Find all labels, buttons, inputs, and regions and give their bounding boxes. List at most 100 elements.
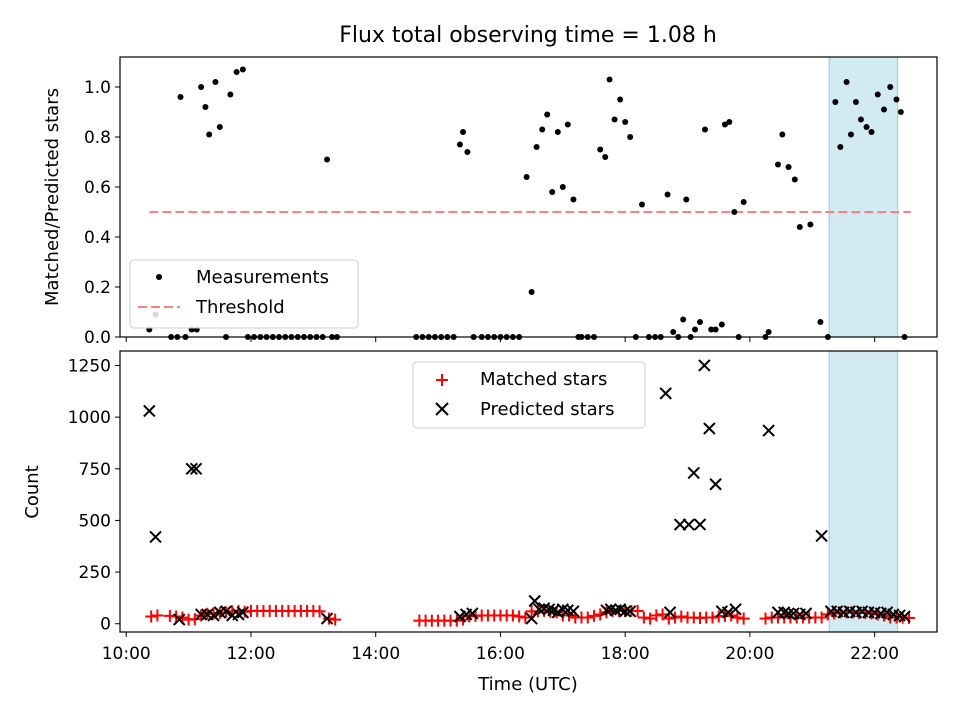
predicted-stars-point <box>729 603 742 616</box>
measurement-point <box>863 124 870 130</box>
matched-stars-point <box>594 608 607 621</box>
x-stroke-b <box>893 609 906 622</box>
measurement-point <box>887 84 894 90</box>
x-stroke-b <box>787 607 800 620</box>
measurement-point <box>726 119 733 125</box>
predicted-stars-point <box>207 609 220 622</box>
matched-stars-point <box>759 612 772 625</box>
x-stroke-b <box>703 422 716 435</box>
x-stroke-b <box>547 604 560 617</box>
measurement-point <box>202 104 209 110</box>
measurement-point <box>227 91 234 98</box>
x-stroke-b <box>173 613 186 626</box>
matched-stars-point <box>675 610 688 623</box>
x-stroke-b <box>898 610 911 623</box>
measurement-point <box>622 119 629 125</box>
measurement-point <box>597 146 604 153</box>
x-stroke-b <box>729 603 742 616</box>
x-stroke-b <box>687 466 700 480</box>
x-stroke-b <box>663 606 677 619</box>
y-tick-label: 0.4 <box>84 228 111 248</box>
matched-stars-point <box>506 609 519 622</box>
measurement-point <box>817 319 824 325</box>
predicted-stars-point <box>236 606 250 619</box>
x-stroke-b <box>320 612 334 625</box>
matched-stars-point <box>631 604 644 617</box>
measurement-point <box>460 129 467 135</box>
x-stroke-b <box>201 608 214 621</box>
y-tick-label: 1250 <box>68 356 111 376</box>
predicted-stars-point <box>898 610 911 623</box>
matched-stars-point <box>329 613 342 626</box>
shaded-span <box>828 56 899 338</box>
matched-stars-point <box>513 610 526 623</box>
measurement-point <box>216 124 223 130</box>
x-axis-ticks <box>125 337 876 342</box>
measurement-point <box>765 329 772 335</box>
measurement-point <box>559 184 566 190</box>
x-stroke-b <box>189 462 203 475</box>
x-stroke-b <box>887 608 900 621</box>
x-stroke-b <box>525 612 538 625</box>
legend-measurements-marker <box>156 274 162 280</box>
x-stroke-b <box>799 607 813 620</box>
measurement-point <box>874 91 881 98</box>
matched-stars-point <box>644 612 657 625</box>
measurement-point <box>606 76 613 83</box>
x-stroke-b <box>815 529 828 543</box>
measurement-point <box>893 96 900 103</box>
measurement-point <box>533 144 540 150</box>
legend-matched-label: Matched stars <box>480 369 607 390</box>
x-stroke-b <box>855 605 869 618</box>
x-stroke-b <box>185 462 198 475</box>
matched-stars-point <box>188 613 201 626</box>
measurement-point <box>523 174 530 180</box>
ratio-panel: Flux total observing time = 1.08 h Match… <box>42 23 938 348</box>
predicted-stars-point <box>815 529 828 543</box>
measurement-point <box>837 144 844 150</box>
y-axis-label: Count <box>22 465 43 518</box>
measurement-point <box>564 121 571 128</box>
x-stroke-b <box>567 605 580 618</box>
matched-stars-point <box>322 612 335 625</box>
matched-stars-point <box>151 609 164 622</box>
measurement-point <box>701 126 708 133</box>
predicted-stars-point <box>721 606 735 619</box>
predicted-stars-point <box>320 612 334 625</box>
matched-stars-point <box>581 611 594 624</box>
predicted-stars-point <box>687 466 700 480</box>
x-stroke-b <box>149 530 162 544</box>
x-stroke-b <box>556 603 570 616</box>
x-stroke-b <box>528 594 541 608</box>
measurement-point <box>554 129 561 135</box>
legend-box <box>129 259 359 329</box>
x-stroke-b <box>604 603 618 616</box>
predicted-stars-point <box>782 607 795 620</box>
y-tick-label: 0.6 <box>84 178 111 198</box>
predicted-stars-point <box>149 530 162 544</box>
x-stroke-b <box>782 607 795 620</box>
x-axis-ticks: 10:00 12:00 14:00 16:00 18:00 20:00 22:00 <box>102 632 899 664</box>
predicted-stars-point <box>600 604 613 617</box>
predicted-stars-point <box>185 462 198 475</box>
x-stroke-b <box>623 605 637 618</box>
x-stroke-b <box>693 518 707 531</box>
x-stroke-b <box>542 603 556 616</box>
measurement-point <box>549 189 556 195</box>
predicted-stars-point <box>703 422 716 435</box>
measurement-point <box>212 79 219 85</box>
x-tick-label: 18:00 <box>601 644 650 664</box>
predicted-stars-point <box>659 387 672 400</box>
x-stroke-b <box>698 359 711 372</box>
measurement-point <box>602 154 609 160</box>
measurement-point <box>807 221 814 228</box>
measurement-point <box>897 109 904 115</box>
measurement-point <box>206 131 213 138</box>
predicted-stars-point <box>542 603 556 616</box>
x-stroke-b <box>880 606 894 619</box>
x-stroke-b <box>659 387 672 400</box>
predicted-stars-point <box>682 518 695 531</box>
measurement-point <box>697 319 704 325</box>
x-tick-label: 10:00 <box>102 644 151 664</box>
